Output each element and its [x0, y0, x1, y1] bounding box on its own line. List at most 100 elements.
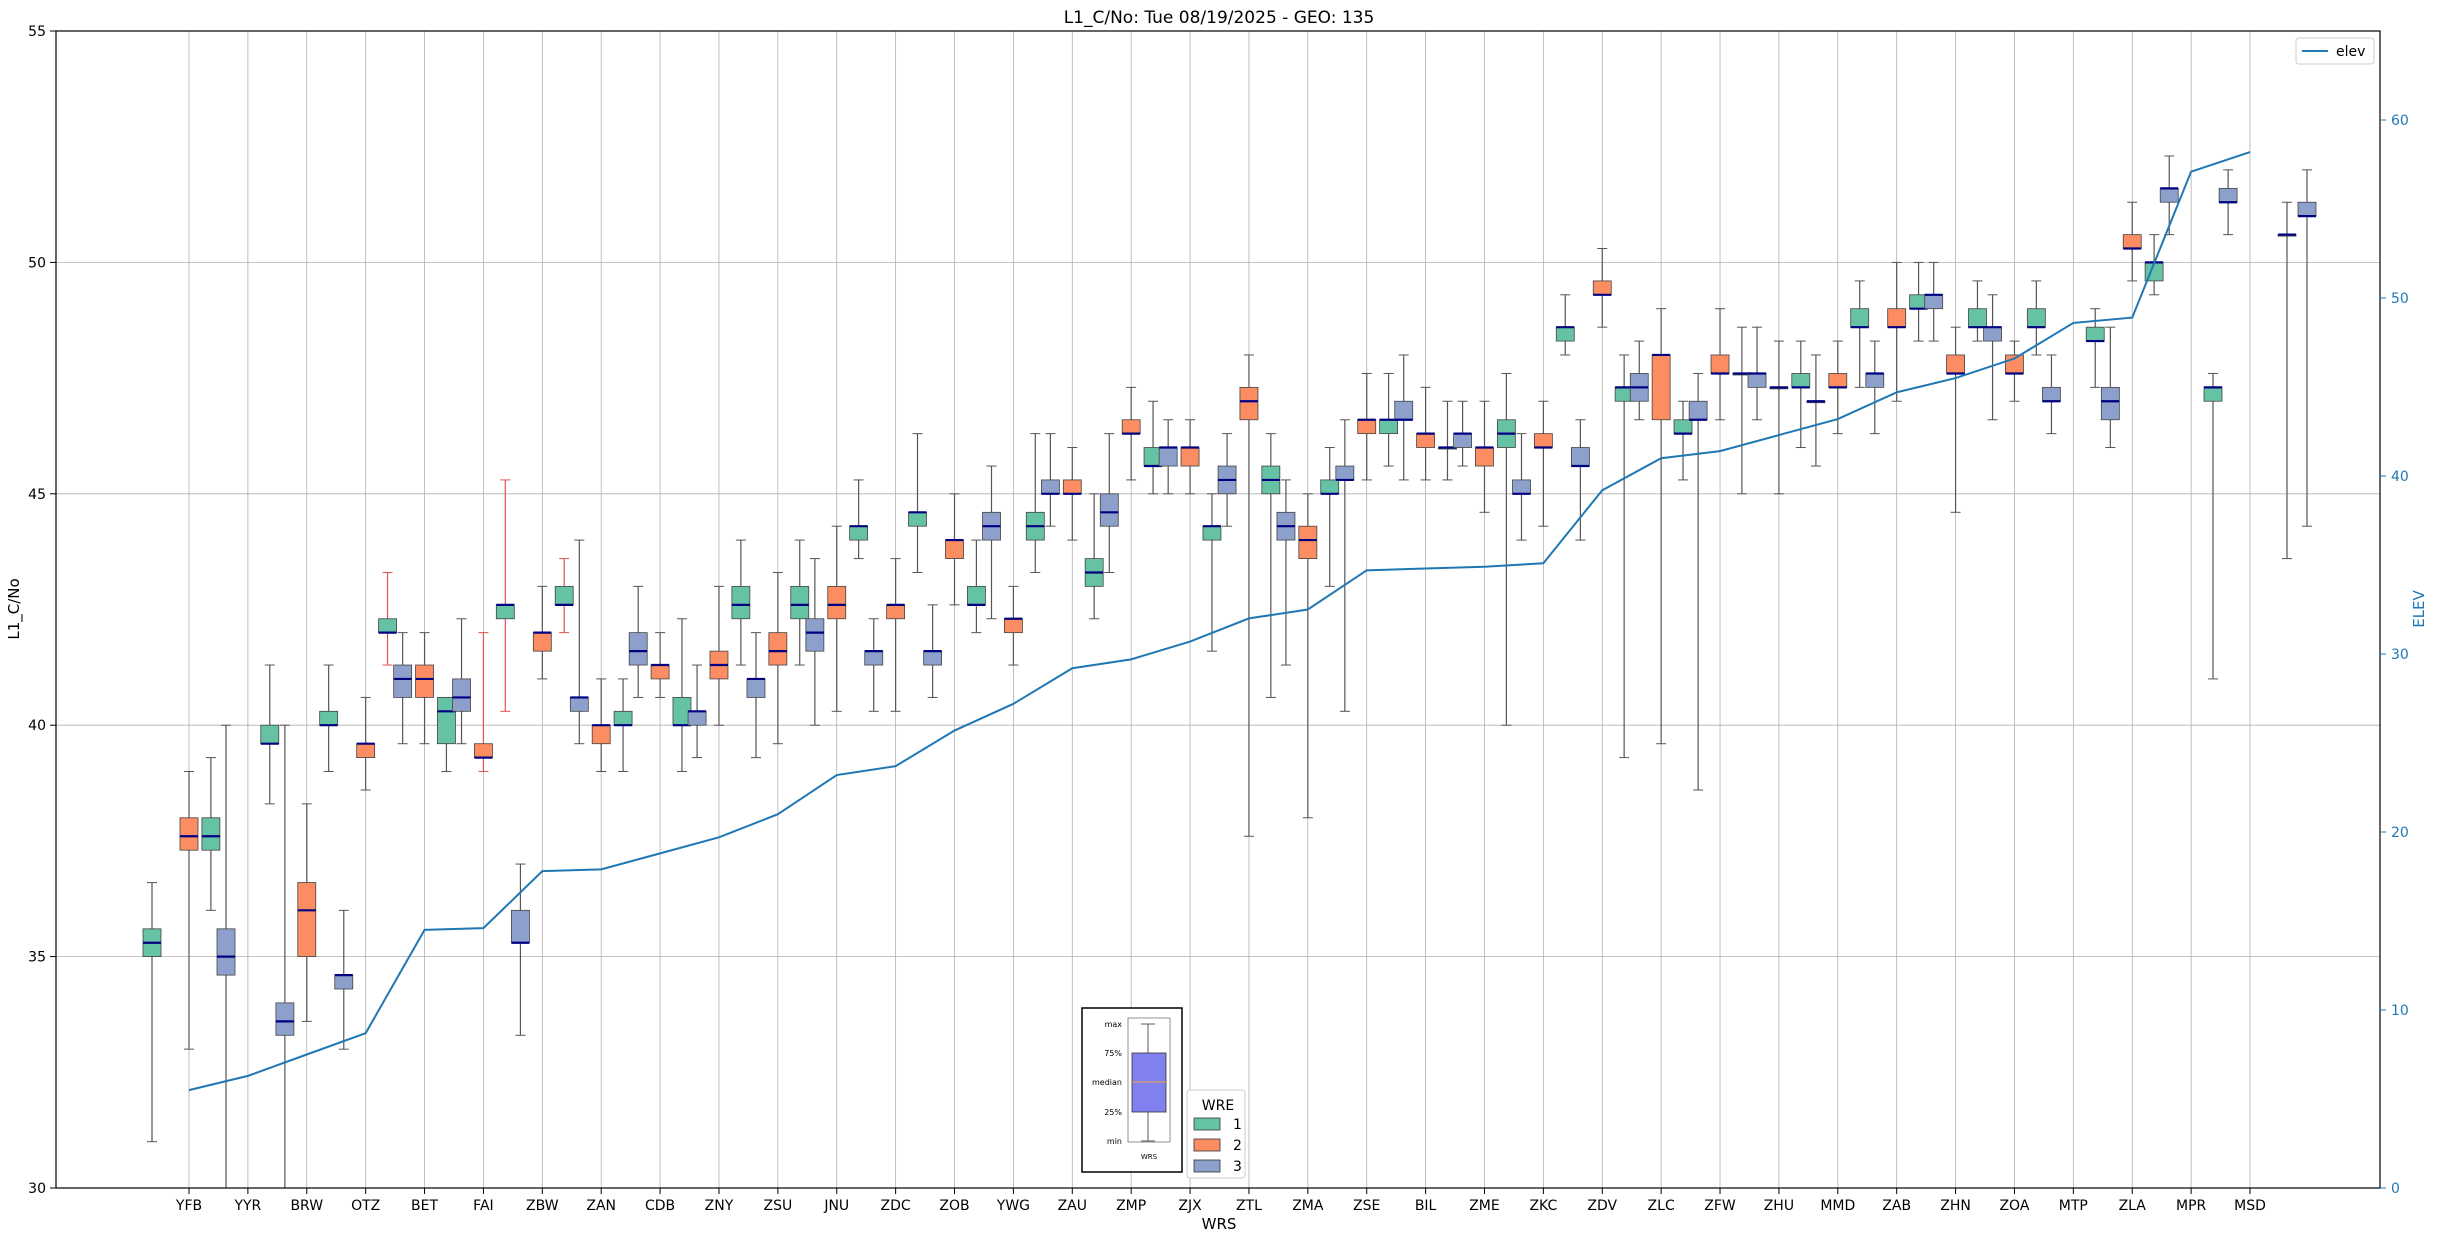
- box-wre3-bil: [1453, 400, 1472, 467]
- box-iqr: [1379, 419, 1398, 435]
- box-wre2-jnu: [827, 525, 847, 712]
- box-wre2-zdc: [886, 558, 906, 712]
- box-wre1-zoa: [1968, 280, 1987, 342]
- x-tick-label: ZHN: [1940, 1198, 1971, 1214]
- x-tick-label: YYR: [233, 1198, 261, 1214]
- axes: 30 35 40 45 50 55 0 10 20 30 40 50 60 YFB YYR BRW OTZ BET…: [28, 24, 2409, 1214]
- box-wre3-brw: [334, 909, 354, 1050]
- x-tick-label: ZOA: [1999, 1198, 2029, 1214]
- box-wre2-zan: [591, 678, 611, 772]
- box-wre2-zla: [2122, 201, 2142, 282]
- y-tick-label: 55: [28, 24, 46, 40]
- box-wre2-bet: [415, 632, 434, 745]
- box-iqr: [1747, 373, 1767, 388]
- box-wre2-zkc: [1533, 400, 1553, 527]
- box-iqr: [1298, 525, 1318, 559]
- elev-legend-label: elev: [2336, 44, 2365, 60]
- box-iqr: [2042, 386, 2061, 402]
- box-wre1-cdb: [613, 678, 633, 772]
- x-tick-label: ZBW: [526, 1198, 559, 1214]
- box-iqr: [569, 697, 589, 712]
- box-iqr: [356, 743, 376, 758]
- box-iqr: [790, 585, 810, 620]
- box-wre2-cdb: [650, 632, 670, 698]
- box-key-xlabel: WRS: [1141, 1153, 1158, 1161]
- box-iqr: [1099, 493, 1119, 527]
- box-wre1-zfw: [1673, 400, 1693, 481]
- x-tick-label: MMD: [1820, 1198, 1855, 1214]
- box-wre1-msd: [2203, 372, 2223, 680]
- box-iqr: [216, 928, 236, 976]
- box-iqr: [1180, 447, 1200, 467]
- y-tick-label: 35: [28, 950, 46, 966]
- box-wre3-zoa: [2042, 354, 2061, 435]
- box-wre3-zau: [1099, 433, 1119, 573]
- box-iqr: [495, 604, 515, 620]
- box-wre3-yyr: [275, 724, 295, 1189]
- box-iqr: [1158, 447, 1178, 467]
- box-wre1-otz: [319, 664, 339, 772]
- y-tick-label: 40: [28, 718, 46, 734]
- x-tick-label: OTZ: [351, 1198, 380, 1214]
- box-wre3-zdc: [923, 604, 943, 698]
- box-wre1-mtp: [2026, 280, 2046, 356]
- y2-tick-label: 0: [2391, 1181, 2400, 1197]
- box-iqr: [1865, 373, 1885, 388]
- box-iqr: [1041, 479, 1060, 495]
- wre-legend-swatch-2: [1193, 1138, 1221, 1152]
- box-wre1-zsu: [731, 539, 751, 666]
- box-series: [142, 155, 2317, 1189]
- box-wre2-zlc: [1651, 308, 1671, 745]
- box-key-inset: max 75% median 25% min WRS: [1081, 1007, 1183, 1173]
- box-wre3-otz: [393, 632, 413, 745]
- x-tick-label: ZKC: [1529, 1198, 1557, 1214]
- x-tick-label: ZMA: [1292, 1198, 1324, 1214]
- box-wre1-zkc: [1496, 372, 1516, 726]
- box-wre3-fai: [511, 863, 530, 1036]
- x-tick-label: ZAU: [1058, 1198, 1087, 1214]
- x-tick-label: ZNY: [705, 1198, 734, 1214]
- box-iqr: [2085, 326, 2105, 342]
- box-iqr: [687, 710, 707, 726]
- box-wre2-ztl: [1239, 354, 1259, 837]
- x-tick-label: FAI: [473, 1198, 493, 1214]
- box-wre3-bet: [452, 618, 471, 745]
- box-wre3-zma: [1335, 419, 1355, 712]
- box-wre3-mtp: [2100, 326, 2120, 449]
- box-iqr: [334, 974, 354, 990]
- box-wre1-zdv: [1555, 294, 1575, 356]
- box-iqr: [1791, 373, 1811, 388]
- box-wre2-zau: [1062, 447, 1082, 541]
- box-iqr: [827, 585, 847, 620]
- box-iqr: [275, 1002, 295, 1036]
- box-iqr: [1004, 618, 1023, 634]
- y-tick-label: 50: [28, 255, 46, 271]
- x-tick-label: YFB: [175, 1198, 202, 1214]
- box-wre2-yfb: [179, 770, 199, 1050]
- x-tick-label: BRW: [290, 1198, 323, 1214]
- box-wre3-mpr: [2218, 169, 2238, 236]
- box-iqr: [1710, 354, 1730, 374]
- x-tick-label: MSD: [2234, 1198, 2266, 1214]
- box-wre3-zfw: [1747, 326, 1767, 421]
- box-wre3-zan: [628, 585, 648, 698]
- chart-title: L1_C/No: Tue 08/19/2025 - GEO: 135: [1064, 8, 1375, 28]
- x-tick-label: ZAN: [586, 1198, 616, 1214]
- box-wre2-zdv: [1592, 248, 1612, 328]
- box-wre3-zob: [982, 465, 1001, 620]
- box-wre3-zny: [746, 632, 766, 759]
- wre-legend-frame: [1186, 1089, 1246, 1179]
- box-wre3-ywg: [1041, 433, 1060, 527]
- x-tick-label: ZFW: [1704, 1198, 1736, 1214]
- box-iqr: [1968, 308, 1987, 328]
- box-wre1-ywg: [967, 539, 986, 634]
- x-tick-label: ZOB: [939, 1198, 969, 1214]
- box-iqr: [2122, 234, 2142, 249]
- box-iqr: [415, 664, 434, 698]
- box-iqr: [967, 585, 986, 606]
- box-wre1-zma: [1261, 433, 1281, 698]
- x-tick-label: ZLA: [2119, 1198, 2147, 1214]
- box-iqr: [511, 909, 530, 944]
- box-wre2-mmd: [1828, 340, 1848, 435]
- box-wre2-zab: [1887, 261, 1907, 402]
